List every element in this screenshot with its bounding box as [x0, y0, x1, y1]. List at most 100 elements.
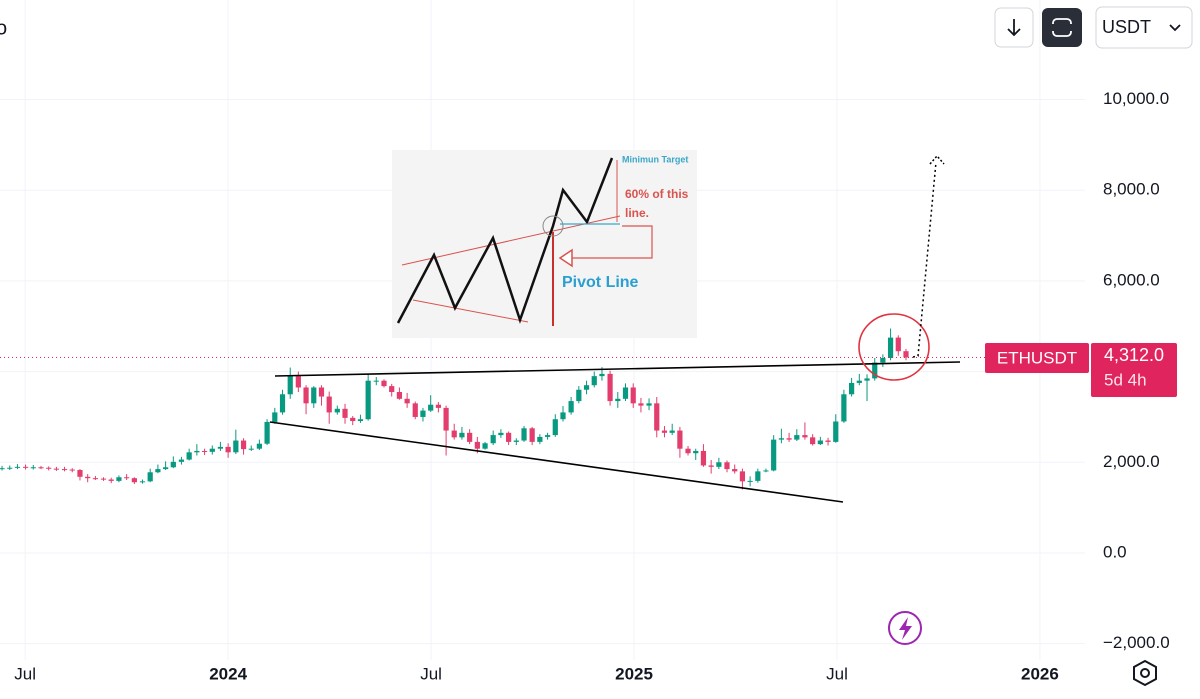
candle-body: [38, 467, 44, 469]
candle-body: [0, 468, 5, 470]
candle-body: [622, 387, 629, 399]
candle-body: [763, 470, 769, 472]
candle-body: [272, 412, 278, 422]
candle-body: [443, 407, 449, 431]
candle-body: [334, 408, 340, 413]
flash-button[interactable]: [888, 611, 922, 645]
settings-button[interactable]: [1133, 659, 1157, 687]
candle-body: [77, 470, 83, 477]
candle-body: [591, 376, 597, 386]
candle-body: [802, 435, 808, 438]
candle-body: [14, 466, 21, 468]
x-tick-label: 2025: [615, 664, 653, 683]
candle-body: [311, 387, 317, 404]
candle-body: [903, 351, 909, 358]
x-tick-label: Jul: [826, 664, 848, 683]
dropdown-frame[interactable]: [1095, 6, 1193, 49]
candle-body: [139, 481, 146, 483]
inset-background: [392, 150, 697, 338]
settings-icon[interactable]: [1133, 659, 1157, 687]
inset-percent-text: line.: [625, 206, 649, 220]
currency-dropdown[interactable]: USDT: [1095, 6, 1193, 49]
candle-body: [256, 443, 262, 449]
candle-body: [186, 452, 192, 460]
candle-body: [69, 469, 75, 471]
candle-body: [599, 373, 605, 377]
candle-body: [381, 380, 387, 387]
candle-body: [544, 435, 551, 437]
candle-body: [716, 462, 722, 467]
inset-pivot-label: Pivot Line: [562, 274, 639, 291]
candle-body: [451, 430, 457, 438]
candle-body: [810, 437, 816, 445]
candle-body: [630, 387, 636, 404]
candle-body: [412, 403, 418, 417]
candle-body: [404, 398, 410, 404]
candle-body: [240, 440, 247, 450]
candle-body: [739, 471, 746, 482]
candle-body: [124, 477, 130, 479]
candle-body: [794, 435, 800, 440]
candle-body: [607, 373, 613, 402]
y-tick-label: 2,000.0: [1103, 452, 1160, 471]
candle-body: [194, 450, 200, 453]
dropdown-chevron: [1169, 24, 1181, 32]
candle-body: [638, 403, 644, 406]
candle-body: [233, 440, 239, 453]
y-tick-label: 0.0: [1103, 542, 1127, 561]
download-button[interactable]: [994, 7, 1034, 48]
inset-circle: [542, 215, 564, 237]
fullscreen-icon-gap: [1050, 24, 1074, 31]
candle-body: [615, 398, 621, 402]
trendline-lower: [269, 421, 844, 503]
candle-body: [170, 461, 176, 468]
inset-zigzag: [396, 157, 614, 324]
highlight-circle: [858, 313, 930, 381]
candle-body: [131, 478, 137, 483]
candle-body: [287, 376, 293, 395]
candle-body: [560, 412, 566, 420]
candle-body: [389, 386, 395, 393]
candle-body: [217, 446, 224, 449]
candle-body: [529, 428, 535, 442]
candle-body: [576, 389, 582, 402]
candle-body: [887, 337, 894, 359]
candle-body: [677, 430, 683, 449]
y-tick-label: 8,000.0: [1103, 180, 1160, 199]
candle-body: [646, 403, 652, 406]
candle-body: [61, 469, 68, 471]
candle-body: [817, 440, 823, 445]
candle-body: [864, 378, 870, 381]
candle-body: [342, 408, 348, 418]
candle-body: [22, 466, 29, 468]
candle-body: [46, 467, 52, 469]
x-tick-label: 2024: [209, 664, 247, 683]
candle-body: [724, 462, 730, 470]
candle-body: [474, 441, 480, 449]
candle-body: [506, 432, 512, 442]
candle-body: [537, 436, 543, 442]
candle-body: [279, 394, 286, 413]
price-label-bg: [1091, 343, 1177, 397]
candle-body: [209, 448, 215, 452]
candle-body: [856, 380, 862, 383]
x-tick-label: Jul: [14, 664, 36, 683]
candle-body: [201, 450, 208, 452]
last-price-label: 4,312.0: [1104, 345, 1164, 365]
inset-minimum-target: Minimun Target: [622, 154, 688, 164]
candle-body: [163, 467, 169, 470]
candle-body: [318, 387, 325, 397]
settings-icon-center: [1140, 668, 1150, 678]
download-icon: [1007, 19, 1021, 37]
fullscreen-button[interactable]: [1042, 8, 1082, 47]
candle-body: [326, 396, 332, 413]
candle-body: [264, 421, 270, 444]
trendline-upper: [274, 361, 961, 377]
y-tick-label: −2,000.0: [1103, 633, 1170, 652]
candle-body: [490, 435, 496, 444]
candle-body: [155, 469, 161, 473]
candle-body: [373, 380, 379, 382]
candle-body: [552, 419, 558, 436]
chart-title: o: [0, 17, 7, 39]
candle-body: [880, 358, 886, 363]
